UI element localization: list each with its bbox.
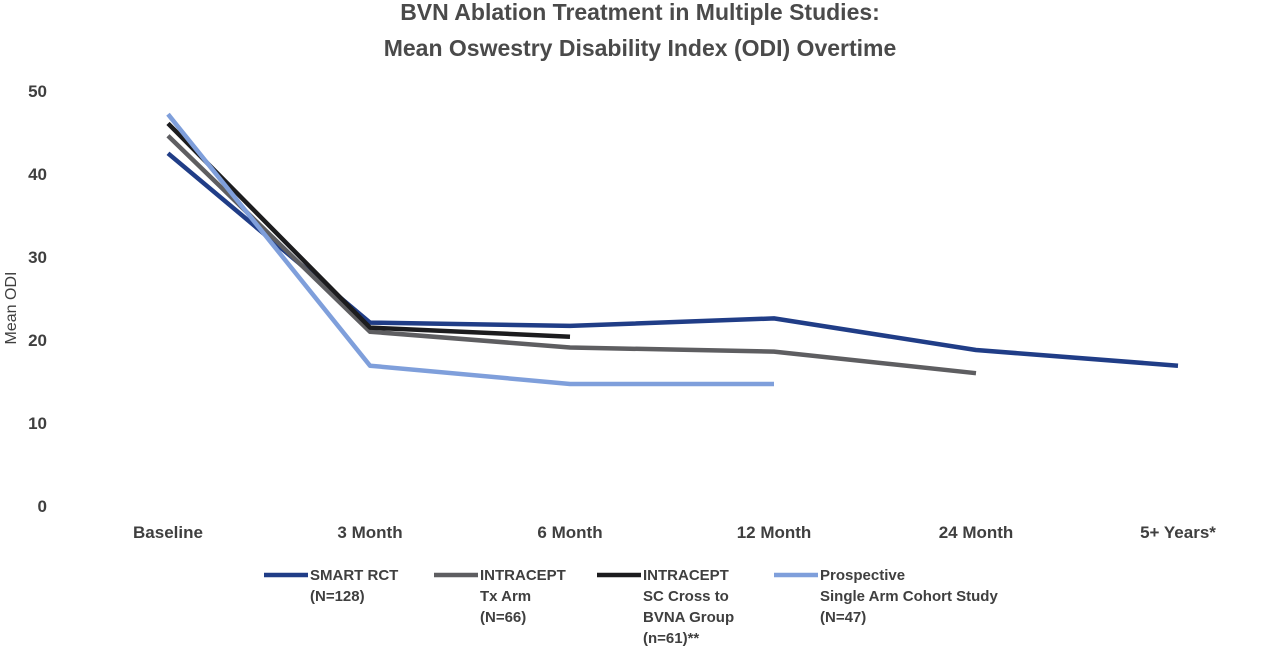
legend-label: (N=128) bbox=[310, 588, 365, 605]
x-tick-label: 3 Month bbox=[337, 523, 402, 542]
legend-label: INTRACEPT bbox=[643, 567, 729, 584]
y-tick-label: 40 bbox=[28, 165, 47, 184]
x-axis-ticks: Baseline 3 Month 6 Month 12 Month 24 Month 5+… bbox=[133, 523, 1216, 542]
y-tick-label: 50 bbox=[28, 82, 47, 101]
chart-title-line-1: BVN Ablation Treatment in Multiple Studi… bbox=[400, 0, 880, 25]
y-tick-label: 20 bbox=[28, 331, 47, 350]
legend: SMART RCT (N=128) INTRACEPT Tx Arm (N=66) INT… bbox=[264, 567, 998, 647]
y-axis-label: Mean ODI bbox=[3, 272, 20, 345]
legend-label: INTRACEPT bbox=[480, 567, 566, 584]
y-tick-label: 30 bbox=[28, 248, 47, 267]
series-line bbox=[166, 134, 977, 376]
series-line bbox=[166, 151, 1179, 368]
legend-label: (N=47) bbox=[820, 609, 866, 626]
x-tick-label: Baseline bbox=[133, 523, 203, 542]
legend-label: Single Arm Cohort Study bbox=[820, 588, 998, 605]
x-tick-label: 5+ Years* bbox=[1140, 523, 1216, 542]
legend-label: Prospective bbox=[820, 567, 905, 584]
y-axis-ticks: 0 10 20 30 40 50 bbox=[28, 82, 47, 516]
legend-label: (n=61)** bbox=[643, 630, 699, 647]
chart-title-line-2: Mean Oswestry Disability Index (ODI) Ove… bbox=[384, 35, 897, 61]
legend-label: SC Cross to bbox=[643, 588, 729, 605]
legend-label: (N=66) bbox=[480, 609, 526, 626]
legend-label: Tx Arm bbox=[480, 588, 531, 605]
x-tick-label: 24 Month bbox=[939, 523, 1014, 542]
y-tick-label: 10 bbox=[28, 414, 47, 433]
series-lines bbox=[166, 112, 1179, 387]
x-tick-label: 12 Month bbox=[737, 523, 812, 542]
x-tick-label: 6 Month bbox=[537, 523, 602, 542]
series-line bbox=[166, 121, 571, 339]
y-tick-label: 0 bbox=[38, 497, 47, 516]
series-line bbox=[166, 112, 774, 387]
legend-label: SMART RCT bbox=[310, 567, 398, 584]
legend-label: BVNA Group bbox=[643, 609, 734, 626]
